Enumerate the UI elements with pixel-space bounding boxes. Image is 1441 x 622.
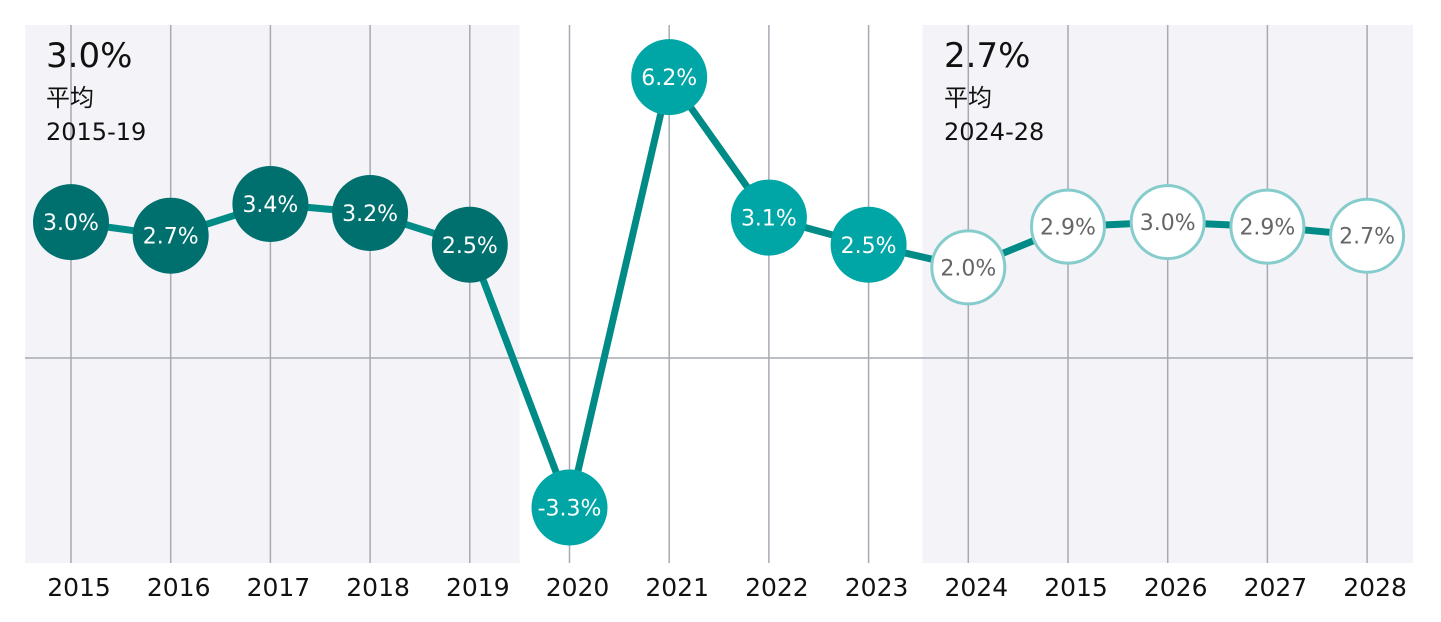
right-average-annotation: 2.7% 平均 2024-28 [944, 36, 1044, 146]
data-point: 2.9% [1229, 188, 1306, 265]
data-point: 3.0% [1129, 184, 1206, 261]
x-tick-label: 2023 [845, 573, 909, 602]
data-label: 2.9% [1239, 216, 1295, 241]
data-point-marker [232, 165, 309, 242]
data-point: 2.5% [431, 206, 508, 283]
data-point: -3.3% [531, 469, 608, 546]
data-label: 2.5% [841, 234, 897, 259]
x-tick-label: 2022 [745, 573, 809, 602]
data-label: 2.7% [143, 225, 199, 250]
data-point: 2.7% [1329, 197, 1406, 274]
data-label: 2.9% [1040, 216, 1096, 241]
data-point-marker [1030, 188, 1106, 265]
data-label: 3.1% [741, 207, 797, 232]
data-point-marker [730, 179, 807, 256]
data-point-marker [132, 197, 209, 274]
data-point-marker [431, 206, 508, 283]
left-average-annotation: 3.0% 平均 2015-19 [46, 36, 146, 146]
x-tick-label: 2015 [1044, 573, 1108, 602]
right-average-period: 2024-28 [944, 118, 1044, 146]
data-point-marker [830, 206, 907, 283]
data-point-marker [1129, 184, 1206, 261]
data-label: 2.0% [940, 256, 996, 281]
left-average-label: 平均 [46, 84, 94, 112]
x-tick-label: 2027 [1244, 573, 1308, 602]
data-point-marker [531, 469, 608, 546]
x-tick-label: 2017 [247, 573, 311, 602]
x-tick-label: 2018 [346, 573, 410, 602]
data-point: 2.0% [930, 229, 1007, 306]
data-label: 3.0% [1140, 211, 1196, 236]
data-point: 6.2% [631, 39, 708, 116]
x-tick-label: 2019 [446, 573, 510, 602]
data-point: 3.1% [730, 179, 807, 256]
data-point: 2.7% [132, 197, 209, 274]
x-tick-label: 2026 [1144, 573, 1208, 602]
x-tick-label: 2015 [47, 573, 111, 602]
right-average-label: 平均 [944, 84, 992, 112]
data-point: 3.4% [232, 165, 309, 242]
data-label: 2.5% [442, 234, 498, 259]
data-point-marker [631, 39, 708, 116]
data-label: -3.3% [538, 496, 602, 521]
x-tick-label: 2021 [645, 573, 709, 602]
data-label: 3.4% [242, 193, 298, 218]
data-point: 2.5% [830, 206, 907, 283]
data-point-marker [1229, 188, 1306, 265]
right-average-value: 2.7% [944, 36, 1030, 76]
x-tick-label: 2016 [147, 573, 211, 602]
data-point-marker [332, 175, 409, 252]
data-point-marker [33, 184, 109, 261]
data-point: 2.9% [1030, 188, 1106, 265]
x-tick-label: 2028 [1343, 573, 1407, 602]
data-point: 3.2% [332, 175, 409, 252]
data-point: 3.0% [33, 184, 109, 261]
x-tick-label: 2020 [546, 573, 610, 602]
data-point-marker [1329, 197, 1406, 274]
x-tick-label: 2024 [944, 573, 1008, 602]
data-label: 3.2% [342, 202, 398, 227]
data-label: 6.2% [641, 66, 697, 91]
left-average-period: 2015-19 [46, 118, 146, 146]
left-average-value: 3.0% [46, 36, 132, 76]
shade-historical-period [25, 25, 520, 563]
data-label: 2.7% [1339, 225, 1395, 250]
data-point-marker [930, 229, 1007, 306]
data-label: 3.0% [43, 211, 99, 236]
